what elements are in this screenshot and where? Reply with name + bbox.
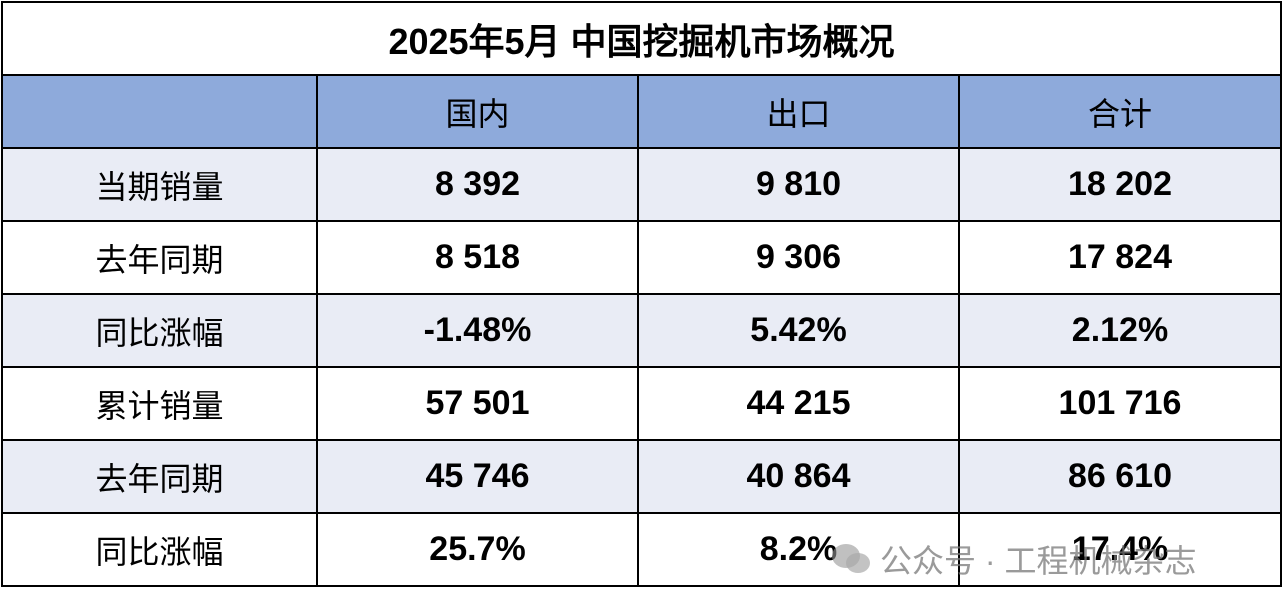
cell-value: 40 864 bbox=[637, 439, 960, 514]
table-title: 2025年5月 中国挖掘机市场概况 bbox=[1, 1, 1282, 76]
header-cell: 合计 bbox=[958, 74, 1282, 149]
cell-value: 5.42% bbox=[637, 293, 960, 368]
table-row: 同比涨幅 -1.48% 5.42% 2.12% bbox=[1, 293, 1282, 368]
row-label: 同比涨幅 bbox=[1, 512, 318, 587]
cell-value: 18 202 bbox=[958, 147, 1282, 222]
data-table: 2025年5月 中国挖掘机市场概况 国内 出口 合计 当期销量 8 392 9 810 1… bbox=[1, 1, 1282, 587]
cell-value: 8 518 bbox=[316, 220, 639, 295]
watermark-text: 公众号 · 工程机械杂志 bbox=[880, 543, 1197, 579]
wechat-icon bbox=[832, 544, 870, 573]
header-cell bbox=[1, 74, 318, 149]
cell-value: 86 610 bbox=[958, 439, 1282, 514]
header-cell: 出口 bbox=[637, 74, 960, 149]
cell-value: 45 746 bbox=[316, 439, 639, 514]
cell-value: 2.12% bbox=[958, 293, 1282, 368]
table-row: 当期销量 8 392 9 810 18 202 bbox=[1, 147, 1282, 222]
cell-value: 44 215 bbox=[637, 366, 960, 441]
cell-value: 25.7% bbox=[316, 512, 639, 587]
cell-value: 8.2% bbox=[637, 512, 960, 587]
cell-value: 9 306 bbox=[637, 220, 960, 295]
cell-value: 57 501 bbox=[316, 366, 639, 441]
cell-value: 101 716 bbox=[958, 366, 1282, 441]
cell-value: 17.4% bbox=[958, 512, 1282, 587]
row-label: 累计销量 bbox=[1, 366, 318, 441]
row-label: 当期销量 bbox=[1, 147, 318, 222]
row-label: 去年同期 bbox=[1, 439, 318, 514]
cell-value: -1.48% bbox=[316, 293, 639, 368]
row-label: 同比涨幅 bbox=[1, 293, 318, 368]
header-cell: 国内 bbox=[316, 74, 639, 149]
cell-value: 8 392 bbox=[316, 147, 639, 222]
table-row: 去年同期 45 746 40 864 86 610 bbox=[1, 439, 1282, 514]
table-row: 同比涨幅 25.7% 8.2% 17.4% bbox=[1, 512, 1282, 587]
cell-value: 17 824 bbox=[958, 220, 1282, 295]
watermark: 公众号 · 工程机械杂志 bbox=[830, 536, 1196, 582]
cell-value: 9 810 bbox=[637, 147, 960, 222]
row-label: 去年同期 bbox=[1, 220, 318, 295]
table-row: 累计销量 57 501 44 215 101 716 bbox=[1, 366, 1282, 441]
table-row: 去年同期 8 518 9 306 17 824 bbox=[1, 220, 1282, 295]
